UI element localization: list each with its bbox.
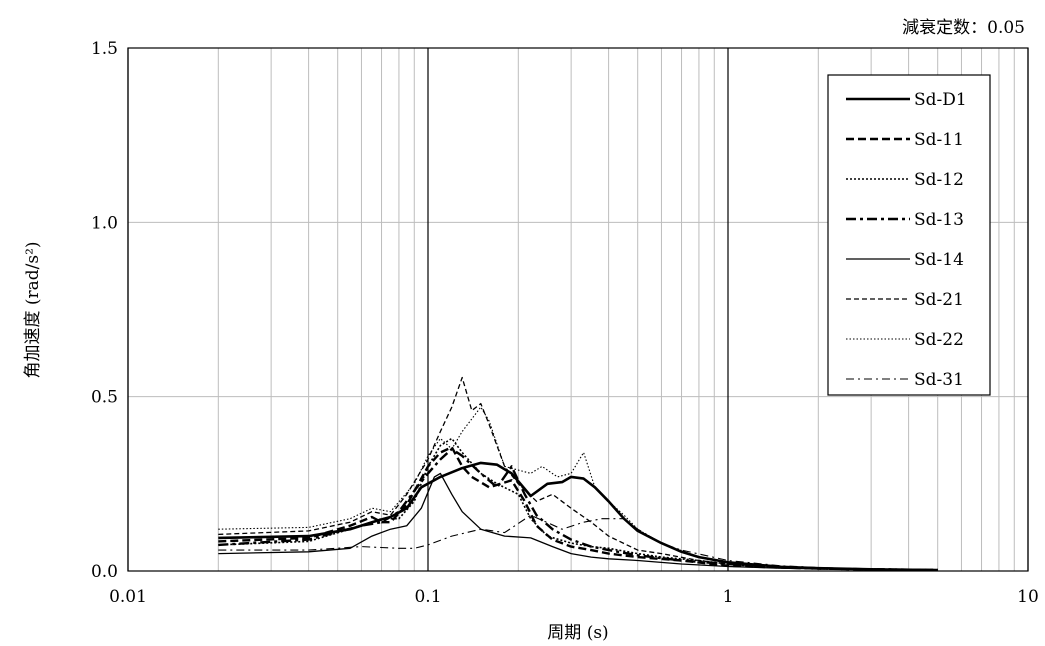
legend-label: Sd-13: [914, 210, 964, 230]
y-axis-label: 角加速度 (rad/s²): [23, 241, 43, 378]
series-line-sd-31: [218, 514, 938, 571]
legend-label: Sd-14: [914, 250, 964, 270]
y-tick-label: 0.0: [91, 562, 118, 582]
legend-label: Sd-D1: [914, 90, 967, 110]
legend-box: [827, 74, 991, 396]
axis-ticks: 0.01 0.1 1 10 0.0 0.5 1.0 1.5: [91, 39, 1039, 607]
legend-label: Sd-21: [914, 290, 964, 310]
x-tick-label: 1: [723, 587, 734, 607]
x-axis-label: 周期 (s): [547, 623, 608, 643]
y-tick-label: 0.5: [91, 388, 118, 408]
series-line-sd-14: [218, 472, 938, 571]
x-tick-label: 0.1: [414, 587, 441, 607]
y-tick-label: 1.0: [91, 213, 118, 233]
legend: Sd-D1 Sd-11 Sd-12 Sd-13 Sd-14 Sd-21 Sd-22 Sd-31: [827, 74, 991, 396]
series-lines: [218, 376, 938, 572]
series-line-sd-22: [218, 406, 938, 571]
legend-label: Sd-12: [914, 170, 964, 190]
plot-frame: [127, 47, 1029, 572]
damping-annotation: 減衰定数：0.05: [902, 18, 1025, 38]
series-line-sd-21: [218, 376, 938, 571]
x-tick-label: 0.01: [109, 587, 147, 607]
series-line-sd-11: [218, 446, 938, 572]
series-line-sd-d1: [218, 461, 938, 572]
y-tick-label: 1.5: [91, 39, 118, 59]
x-tick-label: 10: [1017, 587, 1039, 607]
legend-label: Sd-31: [914, 370, 964, 390]
legend-label: Sd-11: [914, 130, 964, 150]
legend-label: Sd-22: [914, 330, 964, 350]
series-line-sd-13: [218, 447, 938, 572]
